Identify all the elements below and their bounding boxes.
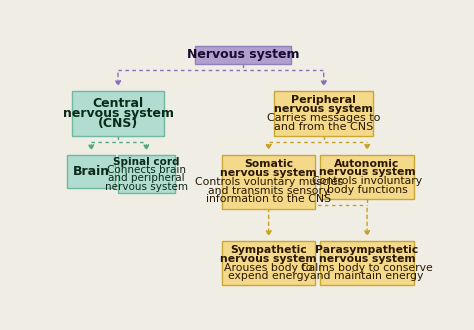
Text: Connects brain: Connects brain bbox=[107, 165, 186, 175]
FancyBboxPatch shape bbox=[320, 241, 414, 285]
Text: nervous system: nervous system bbox=[319, 167, 415, 178]
Text: and maintain energy: and maintain energy bbox=[310, 271, 424, 281]
FancyBboxPatch shape bbox=[72, 91, 164, 136]
Text: Carries messages to: Carries messages to bbox=[267, 113, 381, 123]
Text: Parasympathetic: Parasympathetic bbox=[316, 245, 419, 255]
Text: nervous system: nervous system bbox=[220, 254, 317, 264]
Text: body functions: body functions bbox=[327, 185, 408, 195]
FancyBboxPatch shape bbox=[222, 241, 316, 285]
FancyBboxPatch shape bbox=[274, 91, 374, 136]
FancyBboxPatch shape bbox=[67, 155, 115, 188]
Text: Controls voluntary muscles: Controls voluntary muscles bbox=[194, 177, 343, 187]
Text: and peripheral: and peripheral bbox=[108, 174, 185, 183]
Text: Calms body to conserve: Calms body to conserve bbox=[301, 263, 433, 273]
Text: Brain: Brain bbox=[73, 165, 110, 178]
Text: nervous system: nervous system bbox=[105, 182, 188, 192]
FancyBboxPatch shape bbox=[195, 46, 291, 64]
Text: and from the CNS: and from the CNS bbox=[274, 122, 374, 132]
FancyBboxPatch shape bbox=[320, 154, 414, 199]
Text: Central: Central bbox=[92, 97, 144, 110]
Text: information to the CNS: information to the CNS bbox=[206, 194, 331, 204]
Text: Spinal cord: Spinal cord bbox=[113, 157, 180, 167]
Text: Controls involuntary: Controls involuntary bbox=[312, 176, 422, 186]
Text: expend energy: expend energy bbox=[228, 271, 310, 281]
Text: Arouses body to: Arouses body to bbox=[224, 263, 313, 273]
Text: nervous system: nervous system bbox=[319, 254, 415, 264]
Text: Peripheral: Peripheral bbox=[292, 95, 356, 105]
FancyBboxPatch shape bbox=[222, 154, 316, 209]
Text: and transmits sensory: and transmits sensory bbox=[208, 185, 329, 196]
Text: Nervous system: Nervous system bbox=[187, 49, 299, 61]
Text: Autonomic: Autonomic bbox=[334, 159, 400, 169]
Text: nervous system: nervous system bbox=[274, 104, 373, 114]
Text: nervous system: nervous system bbox=[63, 107, 173, 120]
Text: nervous system: nervous system bbox=[220, 168, 317, 178]
FancyBboxPatch shape bbox=[118, 155, 175, 193]
Text: (CNS): (CNS) bbox=[98, 117, 138, 130]
Text: Somatic: Somatic bbox=[244, 159, 293, 170]
Text: Sympathetic: Sympathetic bbox=[230, 245, 307, 255]
